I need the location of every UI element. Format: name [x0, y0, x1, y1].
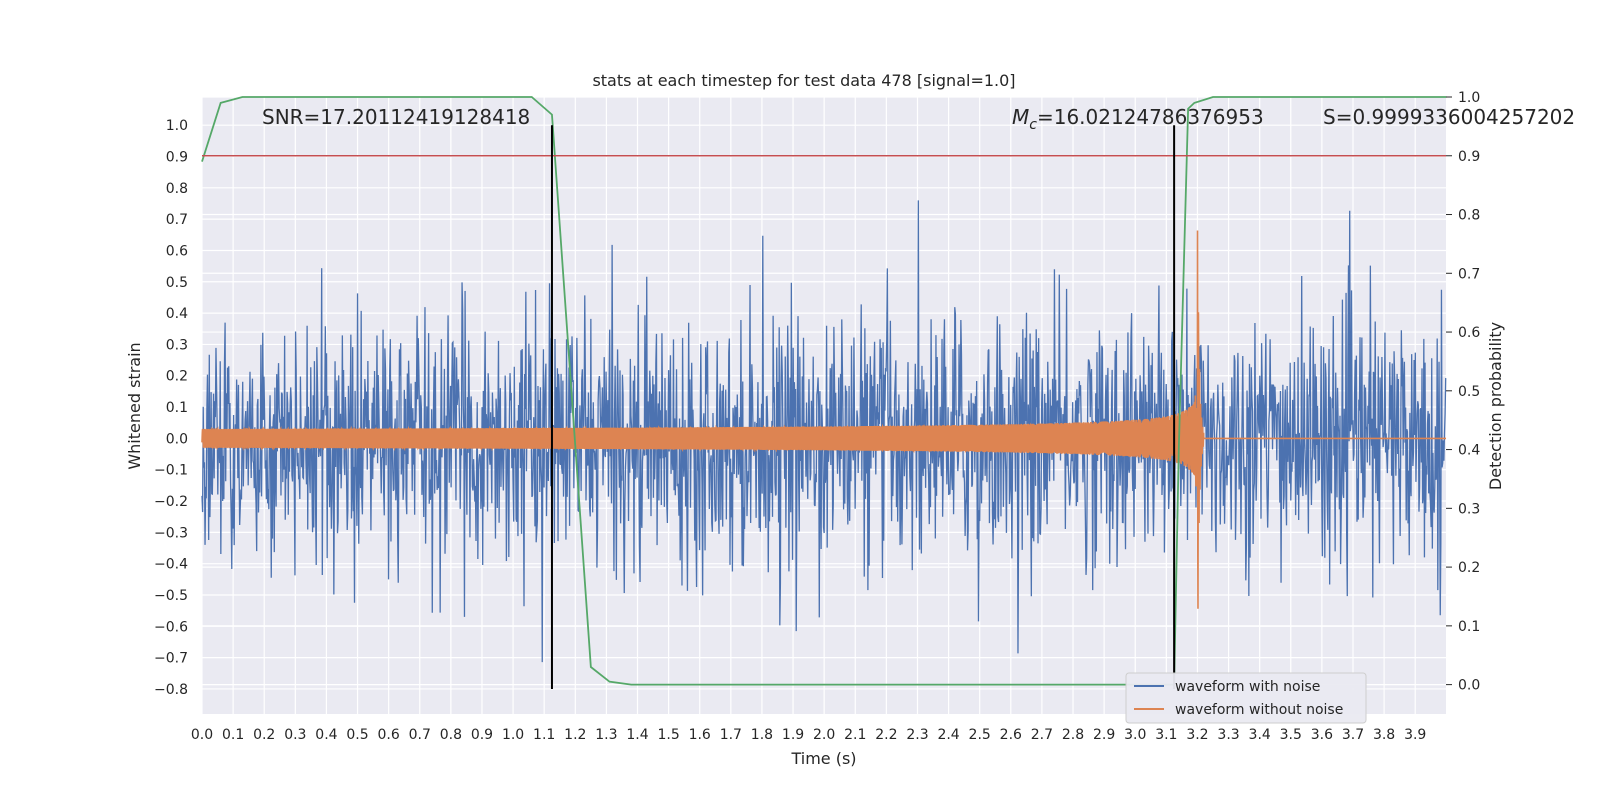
x-tick-label: 2.4	[937, 727, 959, 743]
x-tick-label: 3.1	[1155, 727, 1177, 743]
y-tick-label-left: 0.3	[166, 337, 188, 353]
mc-annotation: Mc=16.02124786376953	[1012, 105, 1264, 133]
y-tick-label-left: −0.7	[154, 651, 188, 667]
y-tick-label-right: 1.0	[1458, 90, 1480, 106]
grid	[201, 96, 1446, 714]
x-tick-label: 0.1	[222, 727, 244, 743]
x-tick-label: 1.4	[626, 727, 648, 743]
x-tick-label: 0.7	[409, 727, 431, 743]
y-axis-label-left: Whitened strain	[125, 342, 144, 469]
x-tick-label: 0.5	[346, 727, 368, 743]
legend: waveform with noise waveform without noi…	[1125, 672, 1367, 724]
y-tick-label-right: 0.8	[1458, 208, 1480, 224]
x-tick-label: 3.6	[1311, 727, 1333, 743]
y-tick-label-left: 0.9	[166, 150, 188, 166]
s-annotation: S=0.9999336004257202	[1323, 105, 1575, 129]
x-tick-label: 2.2	[875, 727, 897, 743]
x-tick-label: 1.5	[657, 727, 679, 743]
y-tick-label-left: −0.2	[154, 494, 188, 510]
x-tick-label: 3.0	[1124, 727, 1146, 743]
x-tick-label: 1.7	[720, 727, 742, 743]
x-tick-label: 3.9	[1404, 727, 1426, 743]
waveform-without-noise-line	[201, 230, 1446, 609]
y-tick-label-right: 0.9	[1458, 149, 1480, 165]
y-tick-label-left: 0.4	[166, 306, 188, 322]
x-tick-label: 3.4	[1249, 727, 1271, 743]
y-tick-label-left: −0.1	[154, 463, 188, 479]
x-tick-label: 0.4	[315, 727, 337, 743]
y-tick-label-right: 0.7	[1458, 266, 1480, 282]
waveform-without-noise-series	[201, 230, 1446, 609]
x-tick-label: 2.5	[969, 727, 991, 743]
y-tick-label-left: 0.1	[166, 400, 188, 416]
y-tick-label-left: 0.8	[166, 181, 188, 197]
x-tick-label: 2.3	[906, 727, 928, 743]
x-tick-label: 0.3	[284, 727, 306, 743]
x-tick-label: 3.5	[1280, 727, 1302, 743]
mc-symbol: M	[1012, 105, 1029, 129]
snr-annotation: SNR=17.20112419128418	[262, 105, 530, 129]
y-axis-label-right: Detection probability	[1486, 322, 1505, 490]
x-tick-label: 1.9	[782, 727, 804, 743]
x-tick-label: 0.2	[253, 727, 275, 743]
detection-probability-series	[201, 96, 1447, 689]
y-tick-label-right: 0.0	[1458, 678, 1480, 694]
y-tick-label-left: 1.0	[166, 118, 188, 134]
legend-box	[1125, 672, 1367, 724]
x-tick-label: 1.8	[751, 727, 773, 743]
x-tick-label: 0.6	[378, 727, 400, 743]
y-tick-label-right: 0.4	[1458, 443, 1480, 459]
x-tick-label: 2.1	[844, 727, 866, 743]
x-tick-label: 1.0	[502, 727, 524, 743]
y-tick-label-right: 0.6	[1458, 325, 1480, 341]
y-tick-label-left: −0.4	[154, 557, 188, 573]
y-tick-label-right: 0.3	[1458, 501, 1480, 517]
y-tick-label-right: 0.1	[1458, 619, 1480, 635]
detection-probability-line	[201, 96, 1447, 686]
x-tick-label: 0.0	[191, 727, 213, 743]
y-tick-label-left: −0.3	[154, 525, 188, 541]
mc-subscript: c	[1029, 117, 1037, 133]
legend-label-with-noise: waveform with noise	[1175, 679, 1320, 695]
y-tick-label-right: 0.2	[1458, 560, 1480, 576]
y-tick-label-left: 0.6	[166, 243, 188, 259]
x-tick-label: 1.2	[564, 727, 586, 743]
ticks: 0.0 0.1 0.2 0.3 0.4 0.5 0.6 0.7 0.8 0.9 1.0 1.1 1.2 1…	[154, 90, 1480, 743]
x-tick-label: 2.8	[1062, 727, 1084, 743]
x-tick-label: 1.1	[533, 727, 555, 743]
x-tick-label: 2.0	[813, 727, 835, 743]
y-tick-label-left: −0.6	[154, 619, 188, 635]
x-tick-label: 2.6	[1000, 727, 1022, 743]
waveform-with-noise-line	[201, 200, 1447, 663]
x-tick-label: 0.8	[440, 727, 462, 743]
legend-label-without-noise: waveform without noise	[1175, 702, 1343, 718]
mc-value: =16.02124786376953	[1037, 105, 1264, 129]
x-axis-label: Time (s)	[790, 749, 856, 768]
x-tick-label: 3.3	[1217, 727, 1239, 743]
x-tick-label: 0.9	[471, 727, 493, 743]
waveform-with-noise-series	[201, 200, 1447, 663]
chart-title: stats at each timestep for test data 478…	[592, 71, 1015, 90]
y-tick-label-left: 0.2	[166, 369, 188, 385]
x-tick-label: 3.8	[1373, 727, 1395, 743]
y-tick-label-left: 0.7	[166, 212, 188, 228]
annotations: SNR=17.20112419128418 Mc=16.021247863769…	[262, 105, 1575, 133]
y-tick-label-left: −0.8	[154, 682, 188, 698]
x-tick-label: 2.9	[1093, 727, 1115, 743]
x-tick-label: 2.7	[1031, 727, 1053, 743]
y-tick-label-left: −0.5	[154, 588, 188, 604]
y-tick-label-left: 0.0	[166, 431, 188, 447]
y-tick-label-left: 0.5	[166, 275, 188, 291]
x-tick-label: 3.7	[1342, 727, 1364, 743]
x-tick-label: 3.2	[1186, 727, 1208, 743]
y-tick-label-right: 0.5	[1458, 384, 1480, 400]
x-tick-label: 1.3	[595, 727, 617, 743]
x-tick-label: 1.6	[689, 727, 711, 743]
